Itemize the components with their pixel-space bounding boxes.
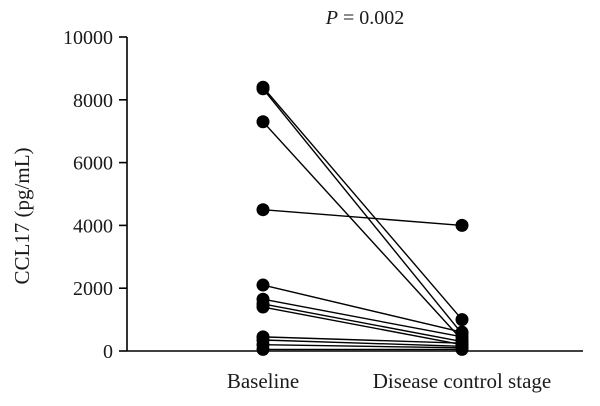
baseline-point: [256, 278, 270, 292]
y-tick-label: 8000: [73, 90, 113, 112]
disease-control-point: [455, 218, 469, 232]
pair-connector-line: [262, 88, 463, 335]
pair-connector-line: [262, 298, 463, 338]
y-tick-label: 6000: [73, 153, 113, 175]
pair-connector-line: [262, 339, 463, 347]
baseline-point: [256, 342, 270, 356]
baseline-point: [256, 115, 270, 129]
y-tick-label: 0: [103, 341, 113, 363]
x-category-label: Baseline: [227, 369, 299, 393]
x-category-label: Disease control stage: [373, 369, 551, 393]
y-tick-label: 2000: [73, 278, 113, 300]
y-tick-label: 10000: [63, 27, 113, 49]
y-axis-title: CCL17 (pg/mL): [10, 147, 34, 284]
baseline-point: [256, 300, 270, 314]
pair-connector-line: [262, 209, 463, 227]
baseline-point: [256, 82, 270, 96]
axes: [126, 37, 583, 352]
pair-lines: [262, 86, 463, 351]
pair-connector-line: [262, 344, 463, 349]
y-tick-label: 4000: [73, 215, 113, 237]
disease-control-point: [455, 313, 469, 327]
category-labels: Baseline Disease control stage: [227, 369, 551, 393]
baseline-point: [256, 203, 270, 217]
y-ticks: 0 2000 4000 6000 8000 10000: [63, 27, 127, 363]
data-points: [256, 80, 469, 356]
pair-connector-line: [262, 86, 463, 321]
disease-control-point: [455, 342, 469, 356]
p-value-symbol: P: [325, 7, 338, 29]
pair-connector-line: [262, 336, 463, 344]
p-value-text: = 0.002: [338, 7, 404, 29]
pair-connector-line: [262, 303, 463, 343]
pair-connector-line: [262, 284, 463, 333]
pair-connector-line: [262, 121, 463, 341]
pair-connector-line: [262, 306, 463, 346]
p-value-annotation: P = 0.002: [325, 7, 405, 29]
